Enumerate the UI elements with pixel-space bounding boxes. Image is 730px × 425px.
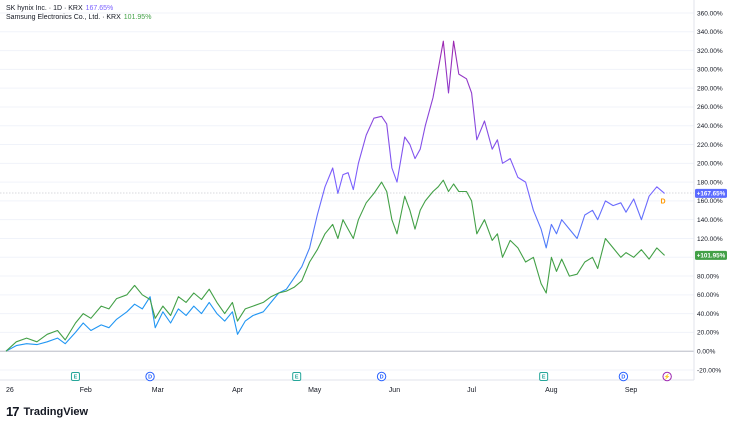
last-labels: +167.65% +101.95% D [660,188,727,260]
y-tick-label: 140.00% [697,217,723,224]
y-tick-label: 220.00% [697,142,723,149]
y-tick-label: 260.00% [697,104,723,111]
svg-text:E: E [542,375,546,381]
earnings-icon[interactable]: E [539,372,549,381]
series [5,40,665,352]
x-tick-label: Aug [545,387,558,394]
legend-value-sk-hynix: 167.65% [85,5,114,12]
last-value-label-sk-hynix: +167.65% [695,188,727,198]
split-icon[interactable]: ⚡ [662,371,672,382]
dividend-icon[interactable]: D [376,371,387,382]
svg-text:D: D [148,375,152,381]
y-tick-label: 20.00% [697,330,719,337]
x-tick-label: Feb [80,387,92,394]
legend-row-samsung[interactable]: Samsung Electronics Co., Ltd. · KRX 101.9… [6,13,151,22]
legend-row-sk-hynix[interactable]: SK hynix Inc. · 1D · KRX 167.65% [6,4,151,13]
dividend-icon[interactable]: D [618,371,629,382]
y-tick-label: 60.00% [697,292,719,299]
y-tick-label: 340.00% [697,29,723,36]
y-tick-label: 240.00% [697,123,723,130]
events: E D E D E D ⚡ [70,371,672,382]
svg-text:E: E [295,375,299,381]
legend-name-samsung: Samsung Electronics Co., Ltd. · KRX [6,14,121,21]
y-tick-label: 300.00% [697,67,723,74]
tradingview-logo: 17 [6,404,20,419]
earnings-icon[interactable]: E [292,372,302,381]
y-tick-label: 80.00% [697,273,719,280]
series-line-samsung[interactable] [5,179,665,352]
x-tick-label: Jul [467,387,476,394]
x-tick-label: 26 [6,387,14,394]
dividend-flag-icon[interactable]: D [660,198,665,205]
y-tick-label: 160.00% [697,198,723,205]
y-tick-label: 120.00% [697,236,723,243]
y-tick-label: 180.00% [697,179,723,186]
svg-text:D: D [380,375,384,381]
x-axis: 26 Feb Mar Apr May Jun Jul Aug Sep [6,387,637,394]
y-axis: 360.00% 340.00% 320.00% 300.00% 280.00% 260.0… [697,10,723,374]
y-tick-label: 320.00% [697,48,723,55]
y-tick-label: 0.00% [697,349,716,356]
x-tick-label: Sep [625,387,638,394]
svg-text:⚡: ⚡ [664,374,671,381]
y-tick-label: 40.00% [697,311,719,318]
grid [0,12,694,371]
last-value-label-samsung: +101.95% [695,250,727,260]
legend-name-sk-hynix: SK hynix Inc. · 1D · KRX [6,5,83,12]
svg-text:+167.65%: +167.65% [697,191,726,198]
x-tick-label: Apr [232,387,244,394]
y-tick-label: 280.00% [697,85,723,92]
tradingview-brand-name: TradingView [23,405,89,418]
y-tick-label: 200.00% [697,161,723,168]
legend-value-samsung: 101.95% [123,14,152,21]
dividend-icon[interactable]: D [145,371,155,382]
x-tick-label: Mar [152,387,165,394]
tradingview-footer[interactable]: 17 TradingView [6,404,88,419]
svg-text:D: D [621,375,625,381]
y-tick-label: -20.00% [697,367,721,374]
svg-text:+101.95%: +101.95% [697,253,726,260]
earnings-icon[interactable]: E [70,372,80,381]
x-tick-label: Jun [389,387,400,394]
svg-text:E: E [74,375,78,381]
x-tick-label: May [308,387,322,394]
legend: SK hynix Inc. · 1D · KRX 167.65% Samsung … [6,4,151,22]
series-line-sk-hynix[interactable] [5,40,665,352]
y-tick-label: 360.00% [697,10,723,17]
